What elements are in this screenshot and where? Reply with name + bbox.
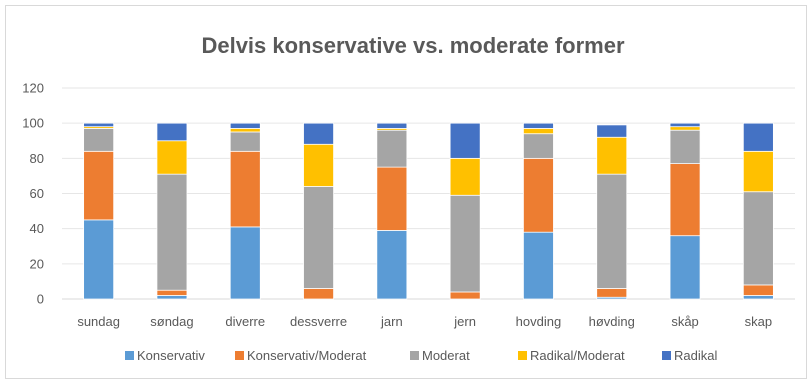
bar-segment-1 bbox=[229, 226, 261, 300]
bar-segment-1 bbox=[523, 231, 554, 300]
bar-segment-5 bbox=[229, 122, 261, 129]
legend-label: Konservativ bbox=[137, 348, 205, 363]
y-tick-label: 100 bbox=[22, 116, 44, 131]
bar-segment-1 bbox=[376, 230, 408, 300]
bar-segment-5 bbox=[376, 122, 408, 129]
legend-label: Radikal/Moderat bbox=[530, 348, 625, 363]
bar-segment-5 bbox=[303, 122, 334, 145]
bar-segment-5 bbox=[156, 122, 188, 142]
bar-segment-4 bbox=[449, 157, 481, 196]
x-axis-ticks: sundag søndag diverre dessverre jarn jern hovd… bbox=[77, 314, 772, 329]
x-tick-label: høvding bbox=[589, 314, 635, 329]
bar-segment-4 bbox=[523, 128, 554, 135]
x-tick-label: jarn bbox=[380, 314, 403, 329]
bar-segment-5 bbox=[449, 122, 481, 159]
legend: Konservativ Konservativ/Moderat Moderat Rad… bbox=[125, 348, 717, 363]
bar-segment-2 bbox=[376, 166, 408, 231]
chart-title: Delvis konservative vs. moderate former bbox=[201, 33, 625, 58]
bar-segment-5 bbox=[742, 122, 774, 152]
legend-label: Konservativ/Moderat bbox=[247, 348, 367, 363]
bar-segment-2 bbox=[742, 284, 774, 296]
legend-swatch bbox=[518, 351, 527, 360]
bar-segment-2 bbox=[449, 291, 481, 300]
bar-segment-2 bbox=[596, 288, 628, 298]
bar-segment-4 bbox=[669, 126, 701, 131]
bar-segment-5 bbox=[669, 122, 701, 128]
bar-segment-2 bbox=[303, 288, 334, 300]
legend-swatch bbox=[662, 351, 671, 360]
legend-label: Radikal bbox=[674, 348, 717, 363]
bar-segment-2 bbox=[669, 163, 701, 237]
bar-segment-2 bbox=[156, 289, 188, 296]
y-tick-label: 20 bbox=[30, 256, 44, 271]
bar-segment-5 bbox=[83, 122, 115, 128]
bar-segment-5 bbox=[596, 124, 628, 138]
x-tick-label: sundag bbox=[77, 314, 120, 329]
bar-segment-4 bbox=[742, 150, 774, 193]
x-tick-label: dessverre bbox=[290, 314, 347, 329]
x-tick-label: diverre bbox=[225, 314, 265, 329]
bar-segment-4 bbox=[303, 143, 334, 187]
y-axis-ticks: 0 20 40 60 80 100 120 bbox=[22, 81, 44, 307]
bars bbox=[83, 122, 774, 300]
bar-segment-1 bbox=[156, 295, 188, 300]
bar-segment-2 bbox=[83, 150, 115, 221]
bar-segment-3 bbox=[83, 128, 115, 152]
bar-segment-2 bbox=[229, 150, 261, 228]
bar-segment-4 bbox=[596, 136, 628, 175]
bar-segment-3 bbox=[376, 129, 408, 168]
x-tick-label: skåp bbox=[671, 314, 698, 329]
y-tick-label: 40 bbox=[30, 221, 44, 236]
bar-segment-3 bbox=[303, 186, 334, 289]
bar-segment-1 bbox=[669, 235, 701, 300]
x-tick-label: skap bbox=[745, 314, 772, 329]
bar-segment-3 bbox=[596, 173, 628, 289]
legend-swatch bbox=[410, 351, 419, 360]
legend-swatch bbox=[235, 351, 244, 360]
bar-segment-3 bbox=[669, 129, 701, 164]
x-tick-label: søndag bbox=[150, 314, 193, 329]
legend-label: Moderat bbox=[422, 348, 470, 363]
bar-segment-4 bbox=[156, 140, 188, 175]
y-tick-label: 80 bbox=[30, 151, 44, 166]
bar-segment-4 bbox=[229, 128, 261, 133]
legend-swatch bbox=[125, 351, 134, 360]
y-tick-label: 120 bbox=[22, 81, 44, 96]
y-tick-label: 60 bbox=[30, 186, 44, 201]
bar-segment-3 bbox=[742, 191, 774, 286]
y-tick-label: 0 bbox=[37, 292, 44, 307]
bar-segment-1 bbox=[83, 219, 115, 300]
x-tick-label: hovding bbox=[516, 314, 562, 329]
bar-segment-3 bbox=[449, 194, 481, 293]
x-tick-label: jern bbox=[453, 314, 476, 329]
bar-segment-3 bbox=[156, 173, 188, 291]
bar-segment-2 bbox=[523, 157, 554, 233]
bar-segment-3 bbox=[229, 131, 261, 152]
bar-segment-3 bbox=[523, 133, 554, 159]
bar-segment-5 bbox=[523, 122, 554, 129]
bar-segment-1 bbox=[742, 295, 774, 300]
